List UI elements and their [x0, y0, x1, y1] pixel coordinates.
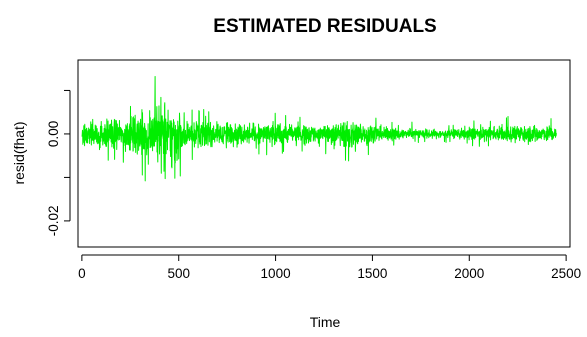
series-layer — [81, 75, 557, 182]
x-tick-label: 1500 — [357, 266, 387, 281]
x-tick-label: 2500 — [551, 266, 581, 281]
x-tick-label: 1000 — [261, 266, 291, 281]
y-tick-label: 0.00 — [46, 121, 61, 147]
x-tick-label: 2000 — [454, 266, 484, 281]
x-tick-label: 500 — [167, 266, 190, 281]
y-axis: -0.02 0.00 — [46, 89, 71, 237]
plot-frame — [77, 59, 571, 248]
x-tick-label: 0 — [78, 266, 86, 281]
residual-series-line — [81, 75, 557, 182]
y-axis-label: resid(fhat) — [11, 121, 27, 184]
y-tick-label: -0.02 — [46, 206, 61, 237]
x-axis: 0 500 1000 1500 2000 2500 — [78, 254, 581, 281]
chart-title: ESTIMATED RESIDUALS — [213, 16, 436, 37]
x-axis-label: Time — [310, 314, 341, 330]
